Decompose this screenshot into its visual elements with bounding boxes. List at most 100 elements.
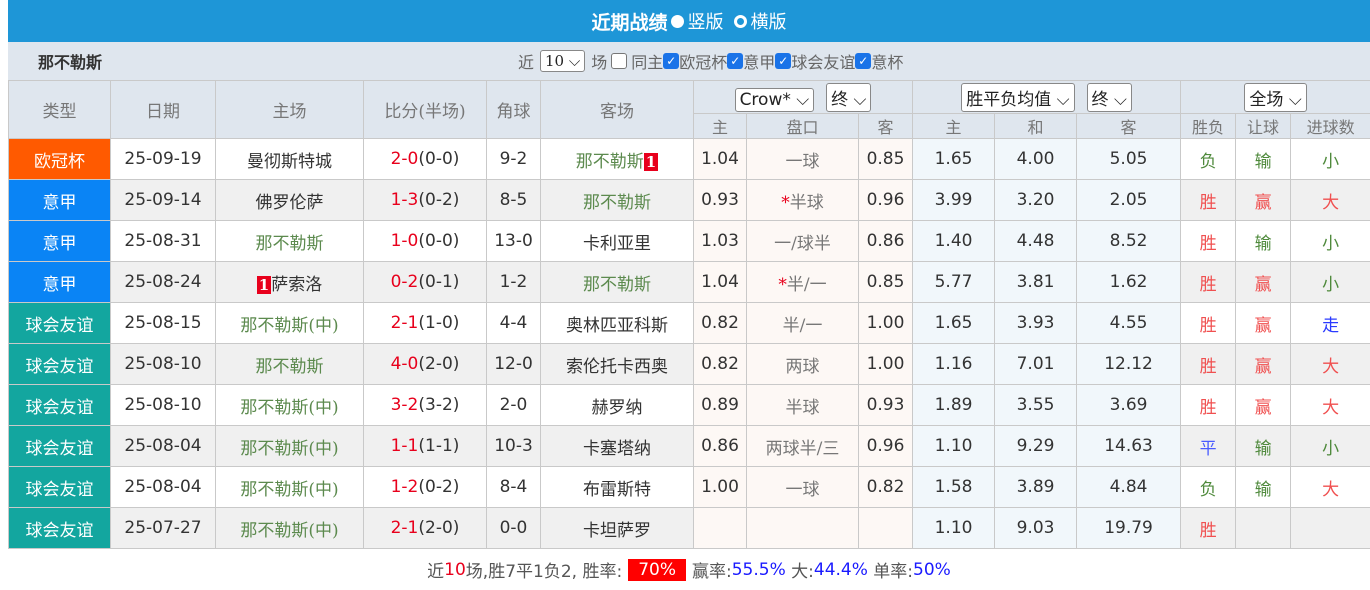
euro-header: 胜平负均值 ⌵ 终 ⌵ [913, 81, 1181, 114]
view-horizontal-label[interactable]: 横版 [751, 8, 787, 34]
away-team[interactable]: 卡利亚里 [541, 221, 694, 262]
away-team[interactable]: 布雷斯特 [541, 467, 694, 508]
euro-stage-select[interactable]: 终 ⌵ [1087, 83, 1132, 112]
score-cell[interactable]: 0-2(0-1) [364, 262, 487, 303]
radio-vertical[interactable] [671, 15, 684, 28]
score-cell[interactable]: 1-2(0-2) [364, 467, 487, 508]
league-checkbox-ucl[interactable]: ✓ [663, 53, 679, 69]
score-cell[interactable]: 2-1(1-0) [364, 303, 487, 344]
league-type[interactable]: 球会友谊 [9, 344, 111, 385]
table-row[interactable]: 球会友谊 25-08-10 那不勒斯(中) 3-2(3-2) 2-0 赫罗纳 0… [9, 385, 1370, 426]
euro-away-odds: 5.05 [1077, 139, 1181, 180]
home-team-name: 佛罗伦萨 [256, 193, 324, 213]
home-team[interactable]: 曼彻斯特城 [216, 139, 364, 180]
same-home-checkbox[interactable] [611, 53, 627, 69]
period-select[interactable]: 全场 ⌵ [1244, 83, 1306, 112]
score-cell[interactable]: 1-1(1-1) [364, 426, 487, 467]
count-value: 10 [545, 52, 564, 70]
handicap-home-odds: 0.93 [694, 180, 747, 221]
home-team[interactable]: 那不勒斯(中) [216, 467, 364, 508]
table-row[interactable]: 球会友谊 25-08-15 那不勒斯(中) 2-1(1-0) 4-4 奥林匹亚科… [9, 303, 1370, 344]
league-type[interactable]: 球会友谊 [9, 303, 111, 344]
home-team[interactable]: 佛罗伦萨 [216, 180, 364, 221]
away-team[interactable]: 赫罗纳 [541, 385, 694, 426]
half-score: (0-2) [418, 477, 459, 497]
goals-result: 走 [1291, 303, 1370, 344]
match-date: 25-09-19 [111, 139, 216, 180]
euro-home-odds: 1.89 [913, 385, 995, 426]
recent-record-panel: 近期战绩 竖版 横版 那不勒斯 近 10 ⌵ 场 同主 ✓欧冠杯 ✓意甲 ✓球会… [8, 0, 1370, 590]
odd-rate-label: 单率: [873, 557, 913, 582]
handicap-result: 赢 [1236, 344, 1291, 385]
home-team-name: 曼彻斯特城 [247, 152, 332, 172]
home-team[interactable]: 那不勒斯(中) [216, 508, 364, 549]
table-row[interactable]: 球会友谊 25-08-04 那不勒斯(中) 1-1(1-1) 10-3 卡塞塔纳… [9, 426, 1370, 467]
score-cell[interactable]: 2-0(0-0) [364, 139, 487, 180]
table-row[interactable]: 球会友谊 25-08-10 那不勒斯 4-0(2-0) 12-0 索伦托卡西奥 … [9, 344, 1370, 385]
league-type[interactable]: 意甲 [9, 180, 111, 221]
score-cell[interactable]: 3-2(3-2) [364, 385, 487, 426]
star-mark: * [778, 275, 787, 295]
count-select[interactable]: 10 ⌵ [540, 50, 585, 72]
handicap-home-odds: 0.86 [694, 426, 747, 467]
away-team-name: 卡坦萨罗 [583, 521, 651, 541]
corner: 2-0 [487, 385, 541, 426]
full-score: 4-0 [391, 354, 419, 374]
home-team[interactable]: 那不勒斯(中) [216, 426, 364, 467]
panel-title: 近期战绩 [591, 8, 667, 35]
away-team-name: 奥林匹亚科斯 [566, 316, 668, 336]
select-value: Crow* [740, 90, 791, 110]
table-row[interactable]: 意甲 25-09-14 佛罗伦萨 1-3(0-2) 8-5 那不勒斯 0.93 … [9, 180, 1370, 221]
league-type[interactable]: 欧冠杯 [9, 139, 111, 180]
handicap-result: 输 [1236, 467, 1291, 508]
league-type[interactable]: 球会友谊 [9, 426, 111, 467]
home-team[interactable]: 那不勒斯 [216, 221, 364, 262]
home-team[interactable]: 那不勒斯(中) [216, 303, 364, 344]
euro-draw-odds: 3.93 [995, 303, 1077, 344]
half-score: (0-1) [418, 272, 459, 292]
ah-rate-label: 赢率: [692, 557, 732, 582]
league-checkbox-seriea[interactable]: ✓ [727, 53, 743, 69]
handicap-company-select[interactable]: Crow* ⌵ [735, 88, 815, 112]
away-team[interactable]: 那不勒斯 [541, 180, 694, 221]
league-checkbox-friendly[interactable]: ✓ [775, 53, 791, 69]
match-result: 负 [1181, 467, 1236, 508]
table-row[interactable]: 意甲 25-08-31 那不勒斯 1-0(0-0) 13-0 卡利亚里 1.03… [9, 221, 1370, 262]
league-type[interactable]: 球会友谊 [9, 467, 111, 508]
away-team[interactable]: 卡塞塔纳 [541, 426, 694, 467]
score-cell[interactable]: 1-3(0-2) [364, 180, 487, 221]
home-team-name: 那不勒斯(中) [240, 316, 338, 336]
home-team-name: 那不勒斯 [256, 357, 324, 377]
radio-horizontal[interactable] [734, 15, 747, 28]
score-cell[interactable]: 1-0(0-0) [364, 221, 487, 262]
away-team[interactable]: 奥林匹亚科斯 [541, 303, 694, 344]
home-team[interactable]: 那不勒斯 [216, 344, 364, 385]
league-type[interactable]: 球会友谊 [9, 508, 111, 549]
euro-draw-odds: 7.01 [995, 344, 1077, 385]
home-team[interactable]: 那不勒斯(中) [216, 385, 364, 426]
league-label: 球会友谊 [791, 49, 855, 73]
view-vertical-label[interactable]: 竖版 [688, 8, 724, 34]
league-type[interactable]: 意甲 [9, 221, 111, 262]
handicap-home-odds: 1.00 [694, 467, 747, 508]
goals-result: 大 [1291, 467, 1370, 508]
table-row[interactable]: 球会友谊 25-07-27 那不勒斯(中) 2-1(2-0) 0-0 卡坦萨罗 … [9, 508, 1370, 549]
league-type[interactable]: 球会友谊 [9, 385, 111, 426]
home-team-name: 那不勒斯(中) [240, 480, 338, 500]
away-team[interactable]: 卡坦萨罗 [541, 508, 694, 549]
away-team[interactable]: 那不勒斯 [541, 262, 694, 303]
league-checkbox-cup[interactable]: ✓ [855, 53, 871, 69]
score-cell[interactable]: 2-1(2-0) [364, 508, 487, 549]
match-table: 类型 日期 主场 比分(半场) 角球 客场 Crow* ⌵终 ⌵ 胜平负均值 ⌵… [8, 80, 1370, 549]
away-team[interactable]: 索伦托卡西奥 [541, 344, 694, 385]
euro-company-select[interactable]: 胜平负均值 ⌵ [961, 83, 1074, 112]
league-type[interactable]: 意甲 [9, 262, 111, 303]
home-team-name: 那不勒斯(中) [240, 439, 338, 459]
table-row[interactable]: 球会友谊 25-08-04 那不勒斯(中) 1-2(0-2) 8-4 布雷斯特 … [9, 467, 1370, 508]
score-cell[interactable]: 4-0(2-0) [364, 344, 487, 385]
handicap-stage-select[interactable]: 终 ⌵ [826, 83, 871, 112]
